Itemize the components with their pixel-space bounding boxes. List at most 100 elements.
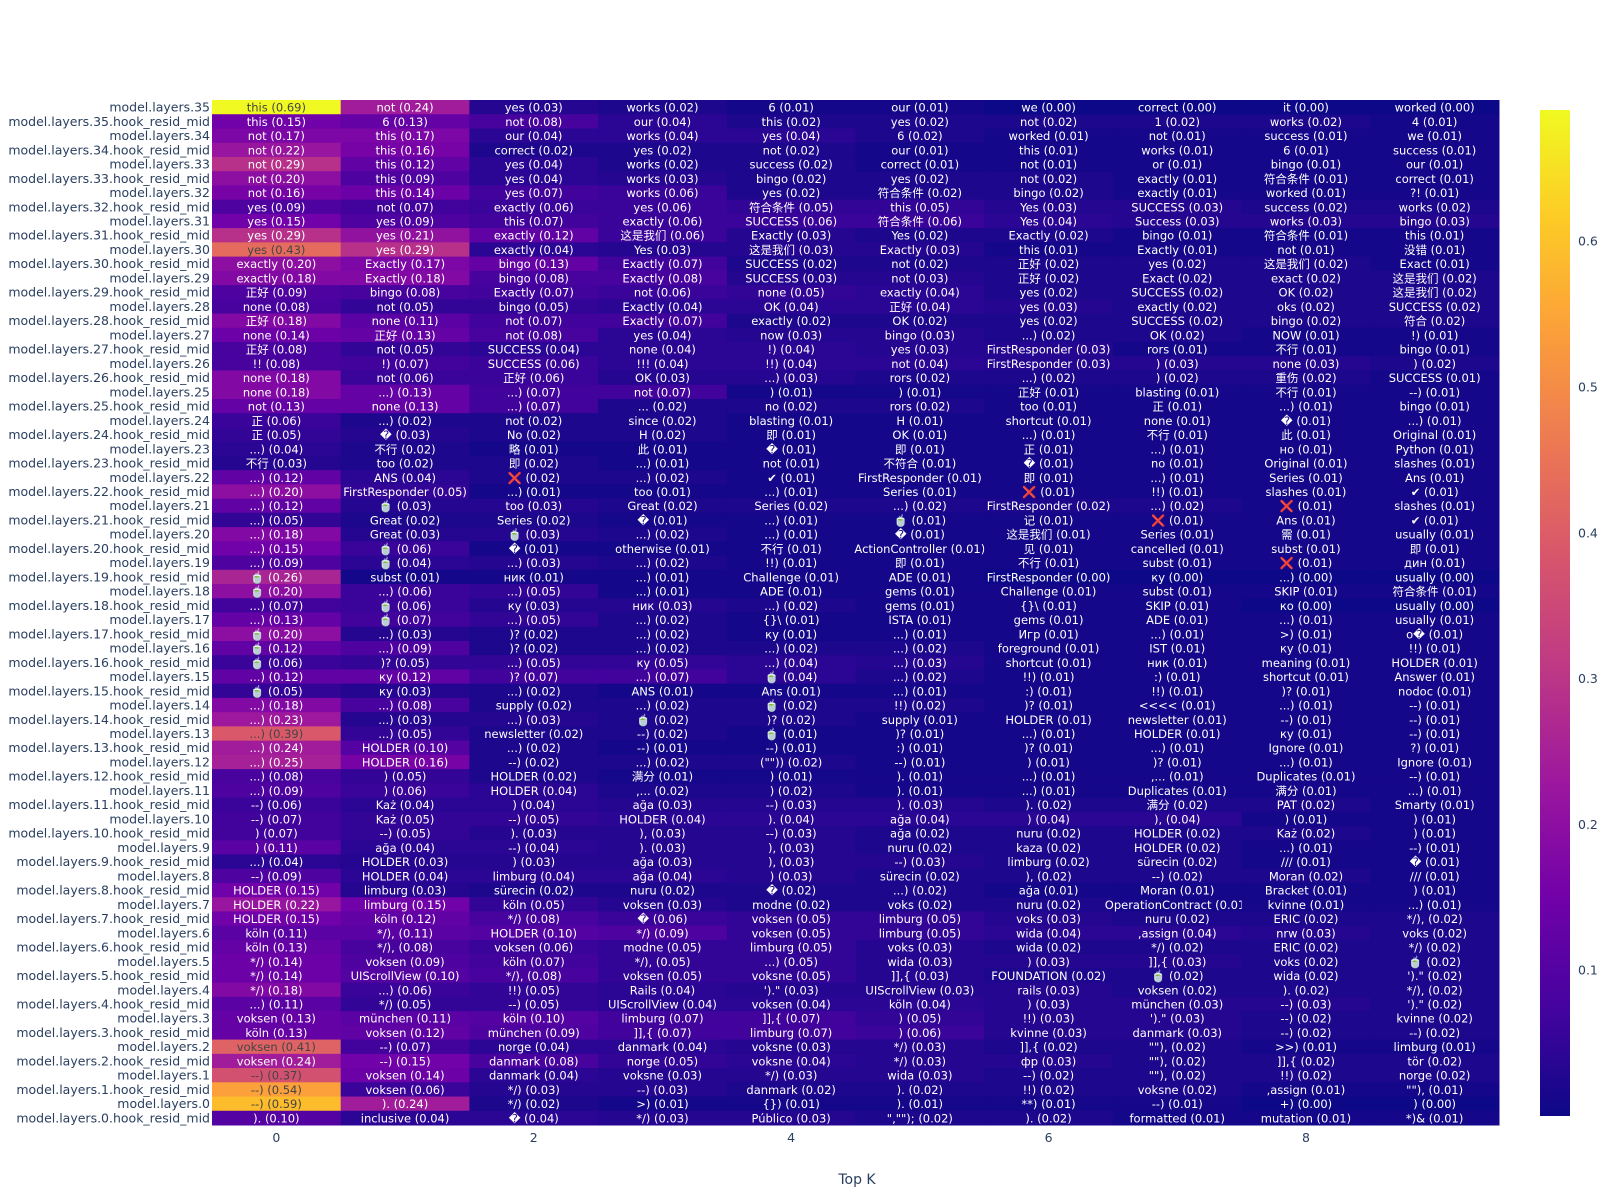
cell-label: rors (0.02) bbox=[890, 371, 950, 385]
cell-label: ку (0.01) bbox=[765, 627, 817, 641]
heatmap-cell bbox=[726, 1110, 856, 1126]
cell-label: :) (0.01) bbox=[897, 741, 944, 755]
heatmap-cell bbox=[1370, 299, 1500, 315]
heatmap-cell bbox=[726, 342, 856, 357]
heatmap-cell bbox=[598, 811, 728, 827]
cell-label: ...) (0.05) bbox=[507, 585, 561, 599]
cell-label: bingo (0.02) bbox=[756, 172, 826, 186]
y-label: model.layers.16.hook_resid_mid bbox=[8, 655, 210, 670]
heatmap-cell bbox=[726, 427, 856, 443]
heatmap-cell bbox=[855, 185, 985, 201]
cell-label: ). (0.24) bbox=[382, 1097, 428, 1111]
heatmap-cell bbox=[1241, 968, 1371, 984]
heatmap-cell bbox=[1241, 769, 1371, 784]
cell-label: yes (0.02) bbox=[891, 115, 949, 129]
heatmap-cell bbox=[855, 697, 985, 713]
heatmap-cell bbox=[1112, 868, 1243, 884]
cell-label: ❌ (0.01) bbox=[1151, 513, 1204, 527]
cell-label: � (0.03) bbox=[380, 428, 430, 442]
cell-label: voksne (0.05) bbox=[752, 969, 831, 983]
cell-label: ADE (0.01) bbox=[889, 570, 951, 584]
y-label: model.layers.21.hook_resid_mid bbox=[8, 512, 210, 527]
heatmap-cell bbox=[855, 455, 985, 471]
heatmap-cell bbox=[855, 712, 985, 727]
heatmap-cell bbox=[1241, 854, 1371, 870]
cell-label: ...) (0.04) bbox=[250, 855, 304, 869]
heatmap-cell bbox=[212, 470, 342, 485]
heatmap-cell bbox=[1112, 598, 1243, 613]
y-label: model.layers.13 bbox=[109, 726, 210, 741]
cell-label: yes (0.21) bbox=[376, 229, 434, 243]
heatmap-cell bbox=[1370, 1011, 1500, 1026]
y-label: model.layers.31 bbox=[109, 214, 210, 229]
heatmap-cell bbox=[726, 356, 856, 371]
heatmap-cell bbox=[1370, 441, 1500, 457]
heatmap-cell bbox=[212, 598, 342, 613]
cell-label: HOLDER (0.15) bbox=[233, 884, 319, 898]
cell-label: 即 (0.01) bbox=[1024, 471, 1074, 485]
heatmap-cell bbox=[598, 427, 728, 443]
cell-label: no (0.01) bbox=[1151, 457, 1204, 471]
cell-label: 符合条件 (0.01) bbox=[1264, 229, 1348, 243]
cell-label: 🍵 (0.05) bbox=[250, 684, 303, 698]
heatmap-cell bbox=[598, 584, 728, 599]
heatmap-cell bbox=[1370, 1053, 1500, 1069]
heatmap-cell bbox=[1112, 939, 1243, 955]
heatmap-cell bbox=[1370, 498, 1500, 514]
cell-label: !!) (0.01) bbox=[1151, 485, 1203, 499]
heatmap-cell bbox=[1370, 740, 1500, 756]
heatmap-cell bbox=[855, 783, 985, 799]
heatmap-cell bbox=[726, 100, 856, 115]
heatmap-cell bbox=[726, 470, 856, 485]
heatmap-cell bbox=[855, 797, 985, 813]
heatmap-cell bbox=[1112, 427, 1243, 443]
cell-label: ✔ (0.01) bbox=[1411, 513, 1459, 527]
heatmap-cell bbox=[212, 584, 342, 599]
heatmap-cell bbox=[340, 569, 470, 585]
heatmap-cell bbox=[340, 996, 470, 1012]
cell-label: 不行 (0.01) bbox=[1147, 428, 1208, 442]
cell-label: inclusive (0.04) bbox=[361, 1111, 450, 1125]
cell-label: 🍵 (0.04) bbox=[765, 670, 818, 684]
heatmap-cell bbox=[1241, 342, 1371, 357]
heatmap-cell bbox=[598, 740, 728, 756]
cell-label: HOLDER (0.04) bbox=[362, 869, 448, 883]
cell-label: kvinne (0.01) bbox=[1268, 898, 1345, 912]
heatmap-cell bbox=[212, 982, 342, 998]
heatmap-cell bbox=[855, 982, 985, 998]
heatmap-cell bbox=[1370, 612, 1500, 628]
cell-label: */) (0.08) bbox=[508, 912, 560, 926]
cell-label: Ans (0.01) bbox=[761, 684, 820, 698]
cell-label: 🍵 (0.07) bbox=[379, 613, 432, 627]
cell-label: ERIC (0.02) bbox=[1273, 941, 1338, 955]
cell-label: ❌ (0.02) bbox=[507, 471, 560, 485]
cell-label: modne (0.02) bbox=[752, 898, 830, 912]
cell-label: yes (0.04) bbox=[505, 172, 563, 186]
heatmap-cell bbox=[469, 911, 599, 927]
heatmap-cell bbox=[855, 626, 985, 642]
heatmap-cell bbox=[1241, 370, 1371, 386]
cell-label: 正 (0.01) bbox=[1024, 442, 1074, 456]
heatmap-cell bbox=[726, 626, 856, 642]
heatmap-cell bbox=[1241, 484, 1371, 500]
heatmap-cell bbox=[1112, 213, 1243, 229]
cell-label: Answer (0.01) bbox=[1394, 670, 1475, 684]
cell-label: exactly (0.02) bbox=[751, 314, 831, 328]
cell-label: ANS (0.04) bbox=[374, 471, 436, 485]
cell-label: yes (0.09) bbox=[376, 215, 434, 229]
cell-label: supply (0.01) bbox=[882, 713, 958, 727]
cell-label: not (0.04) bbox=[891, 357, 948, 371]
heatmap-cell bbox=[598, 213, 728, 229]
cell-label: ağa (0.02) bbox=[890, 827, 950, 841]
heatmap-cell bbox=[1370, 754, 1500, 770]
cell-label: ...) (0.08) bbox=[250, 770, 304, 784]
heatmap-cell bbox=[598, 598, 728, 613]
cell-label: bingo (0.13) bbox=[499, 257, 569, 271]
cell-label: 重伤 (0.02) bbox=[1275, 371, 1336, 385]
heatmap-cell bbox=[726, 512, 856, 528]
heatmap-cell bbox=[984, 555, 1114, 571]
heatmap-cell bbox=[598, 669, 728, 685]
heatmap-cell bbox=[1370, 712, 1500, 727]
heatmap-cell bbox=[855, 299, 985, 315]
heatmap-cell bbox=[855, 427, 985, 443]
